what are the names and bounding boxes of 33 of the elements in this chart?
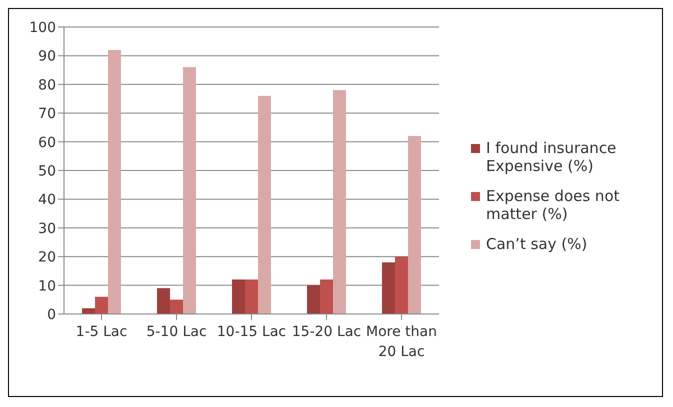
bar: [395, 256, 408, 314]
y-tick-label: 10: [38, 278, 56, 294]
x-tick-label: 10-15 Lac: [216, 324, 286, 340]
y-tick-label: 30: [38, 220, 56, 237]
y-tick-label: 70: [38, 106, 56, 122]
legend-label: Expense does not matter (%): [486, 187, 620, 223]
bar: [333, 90, 346, 314]
bar: [382, 262, 395, 314]
x-tick-label: 5-10 Lac: [146, 324, 207, 340]
y-tick-label: 60: [38, 134, 56, 151]
bar: [157, 288, 170, 314]
bar: [307, 285, 320, 314]
y-tick-label: 90: [38, 48, 56, 65]
y-tick-label: 80: [38, 77, 56, 94]
y-tick-label: 50: [38, 163, 56, 180]
legend-label: I found insurance Expensive (%): [486, 139, 618, 175]
bar: [108, 50, 121, 314]
bar: [320, 280, 333, 314]
bar: [258, 96, 271, 314]
x-tick-label: 15-20 Lac: [292, 324, 362, 340]
bar: [408, 136, 421, 314]
y-tick-label: 0: [47, 306, 56, 323]
legend-label: Can’t say (%): [486, 235, 588, 253]
x-tick-label: 1-5 Lac: [76, 324, 128, 340]
y-tick-label: 20: [38, 250, 56, 266]
x-tick-label: More than 20 Lac: [366, 324, 437, 360]
bar: [95, 296, 108, 314]
bar: [170, 300, 183, 314]
y-tick-label: 40: [38, 192, 56, 208]
y-tick-label: 100: [29, 20, 56, 36]
bar: [232, 280, 245, 314]
bar: [183, 67, 196, 314]
bar: [245, 280, 258, 314]
